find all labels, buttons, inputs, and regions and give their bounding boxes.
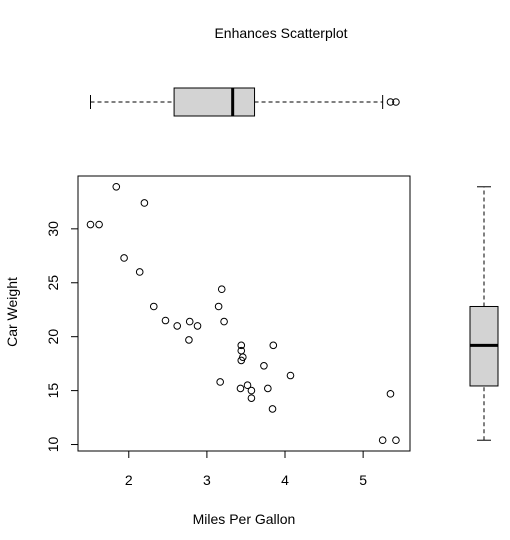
data-point bbox=[86, 220, 95, 229]
data-point bbox=[173, 322, 182, 330]
data-point bbox=[193, 322, 202, 330]
data-point bbox=[378, 436, 387, 445]
plot-frame bbox=[77, 175, 411, 452]
data-point bbox=[243, 381, 252, 390]
data-point bbox=[386, 390, 395, 398]
data-point bbox=[135, 268, 144, 276]
data-point bbox=[236, 384, 245, 393]
data-point bbox=[161, 316, 170, 325]
weight-boxplot bbox=[469, 186, 499, 441]
y-tick-label: 15 bbox=[45, 383, 61, 399]
data-point bbox=[214, 302, 223, 311]
x-tick-label: 5 bbox=[359, 472, 367, 488]
scatter-panel: 2 3 4 5 10 15 20 25 30 bbox=[45, 175, 411, 488]
data-point bbox=[112, 182, 121, 191]
data-point bbox=[220, 317, 228, 326]
data-point bbox=[392, 436, 400, 445]
data-point bbox=[185, 317, 194, 326]
data-point bbox=[239, 353, 247, 361]
y-axis-label: Car Weight bbox=[4, 277, 20, 347]
data-point bbox=[149, 302, 158, 311]
data-point bbox=[216, 378, 224, 386]
data-point bbox=[286, 371, 295, 380]
data-point bbox=[247, 386, 256, 395]
y-axis: 10 15 20 25 30 bbox=[45, 221, 78, 452]
data-points bbox=[86, 182, 400, 445]
x-axis-label: Miles Per Gallon bbox=[193, 511, 296, 527]
data-point bbox=[217, 285, 226, 294]
data-point bbox=[269, 341, 278, 350]
y-tick-label: 20 bbox=[45, 329, 61, 345]
data-point bbox=[185, 336, 193, 344]
data-point bbox=[268, 405, 277, 413]
x-tick-label: 2 bbox=[125, 472, 133, 488]
y-tick-label: 25 bbox=[45, 275, 61, 291]
mpg-boxplot bbox=[89, 87, 400, 117]
x-tick-label: 4 bbox=[281, 472, 289, 488]
data-point bbox=[95, 220, 103, 229]
mpg-outlier bbox=[386, 98, 395, 106]
y-tick-label: 30 bbox=[45, 221, 61, 237]
mpg-iqr-box bbox=[173, 87, 256, 117]
data-point bbox=[264, 384, 272, 393]
data-point bbox=[120, 254, 128, 262]
data-point bbox=[140, 199, 149, 207]
x-tick-label: 3 bbox=[203, 472, 211, 488]
mpg-outlier bbox=[392, 98, 400, 106]
data-point bbox=[237, 341, 246, 350]
y-tick-label: 10 bbox=[45, 437, 61, 453]
data-point bbox=[260, 362, 268, 370]
chart-title: Enhances Scatterplot bbox=[214, 25, 347, 41]
x-axis: 2 3 4 5 bbox=[125, 451, 367, 488]
data-point bbox=[247, 394, 256, 402]
